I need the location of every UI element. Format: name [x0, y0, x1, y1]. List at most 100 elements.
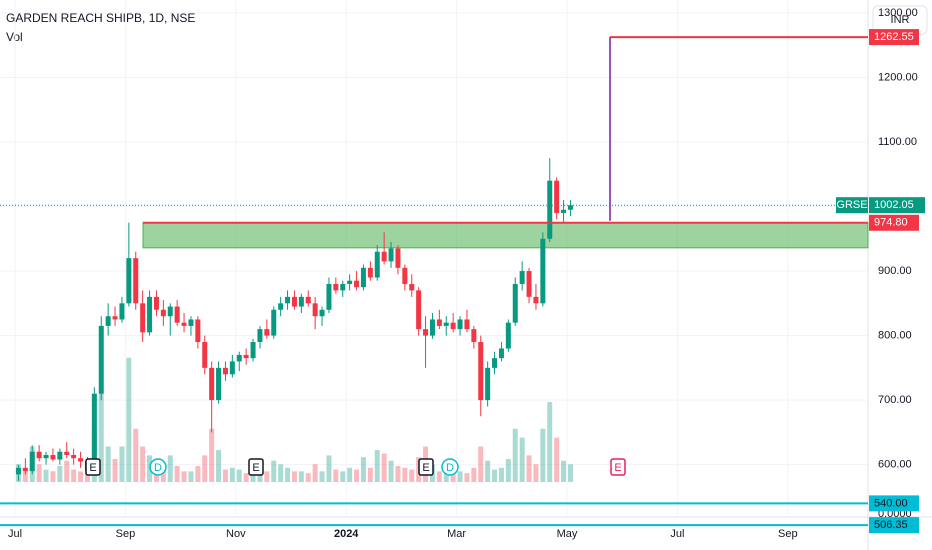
- volume-bar: [326, 455, 332, 482]
- candle-body: [498, 348, 504, 359]
- earnings-marker: [418, 458, 434, 476]
- event-label: D: [446, 462, 454, 474]
- volume-bar: [512, 428, 518, 482]
- volume-bar: [188, 471, 194, 482]
- candle-body: [105, 316, 111, 326]
- candle-body: [181, 322, 187, 326]
- candle-body: [367, 267, 373, 278]
- volume-bar: [374, 450, 380, 482]
- candle-body: [326, 283, 332, 310]
- candle-body: [112, 316, 118, 320]
- volume-bar: [561, 460, 567, 482]
- volume-bar: [471, 467, 477, 482]
- volume-bar: [395, 466, 401, 482]
- volume-bar: [450, 473, 456, 482]
- candle-body: [271, 309, 277, 336]
- volume-bar: [554, 437, 560, 482]
- candle-body: [250, 342, 256, 359]
- volume-bar: [105, 446, 111, 482]
- volume-bar: [360, 457, 366, 482]
- candle-body: [340, 283, 346, 291]
- y-tick-label: 1200.00: [878, 71, 918, 83]
- candle-body: [540, 238, 546, 304]
- volume-bar: [98, 393, 104, 482]
- candle-body: [264, 329, 270, 336]
- level-label: 506.35: [874, 519, 908, 531]
- candle-body: [236, 354, 242, 362]
- candle-body: [347, 280, 353, 284]
- candle-body: [209, 367, 215, 401]
- volume-bar: [567, 464, 573, 482]
- volume-bar: [167, 455, 173, 482]
- volume-bar: [340, 471, 346, 482]
- x-tick-label: Jul: [670, 528, 684, 540]
- candle-body: [492, 358, 498, 368]
- candle-body: [22, 467, 28, 472]
- candle-body: [153, 296, 159, 310]
- earnings-marker: [610, 458, 626, 476]
- volume-bar: [436, 471, 442, 482]
- event-label: E: [614, 462, 621, 474]
- candle-body: [443, 322, 449, 326]
- x-tick-label: Nov: [226, 528, 246, 540]
- candle-body: [285, 296, 291, 304]
- candle-body: [71, 454, 77, 459]
- candle-body: [457, 319, 463, 330]
- volume-bar: [50, 471, 56, 482]
- candle-body: [15, 467, 21, 475]
- y-tick-label: 1300.00: [878, 7, 918, 19]
- volume-label: Vol: [6, 30, 23, 44]
- candle-body: [36, 451, 42, 459]
- volume-bar: [505, 458, 511, 482]
- candle-body: [298, 296, 304, 307]
- candle-body: [319, 309, 325, 317]
- volume-bar: [457, 471, 463, 482]
- candle-body: [57, 451, 63, 460]
- volume-bar: [388, 460, 394, 482]
- candle-body: [278, 303, 284, 310]
- candle-body: [312, 303, 318, 317]
- volume-bar: [291, 471, 297, 482]
- dividend-marker: [149, 458, 167, 476]
- volume-bar: [64, 460, 70, 482]
- volume-bar: [112, 458, 118, 482]
- volume-bar: [492, 469, 498, 482]
- volume-bar: [381, 453, 387, 482]
- candle-body: [436, 319, 442, 326]
- volume-bar: [216, 450, 222, 482]
- candle-body: [147, 296, 153, 333]
- last-price-label: 1002.05: [874, 199, 914, 211]
- candle-body: [450, 322, 456, 330]
- candle-body: [174, 306, 180, 323]
- candle-body: [360, 267, 366, 288]
- volume-bar: [271, 460, 277, 482]
- candle-body: [305, 296, 311, 304]
- dividend-marker: [441, 458, 459, 476]
- candle-body: [533, 296, 539, 304]
- volume-bar: [43, 469, 49, 482]
- x-tick-label: 2024: [334, 528, 359, 540]
- volume-bar: [195, 466, 201, 482]
- event-label: E: [422, 462, 429, 474]
- candle-body: [229, 361, 235, 375]
- volume-bar: [174, 466, 180, 482]
- candle-body: [409, 283, 415, 291]
- chart-title: GARDEN REACH SHIPB, 1D, NSE: [6, 11, 195, 25]
- volume-bar: [285, 467, 291, 482]
- candle-body: [554, 180, 560, 213]
- volume-bar: [119, 446, 125, 482]
- candle-body: [133, 258, 139, 304]
- candle-body: [478, 342, 484, 401]
- level-label-bg: [869, 517, 919, 534]
- y-tick-label: 700.00: [878, 394, 912, 406]
- x-tick-label: Sep: [778, 528, 798, 540]
- volume-bar: [526, 455, 532, 482]
- level-label-bg: [869, 495, 919, 512]
- candle-body: [485, 367, 491, 401]
- volume-bar: [347, 467, 353, 482]
- volume-bar: [354, 469, 360, 482]
- currency-label[interactable]: INR: [891, 14, 910, 26]
- volume-bar: [319, 471, 325, 482]
- volume-bar: [402, 467, 408, 482]
